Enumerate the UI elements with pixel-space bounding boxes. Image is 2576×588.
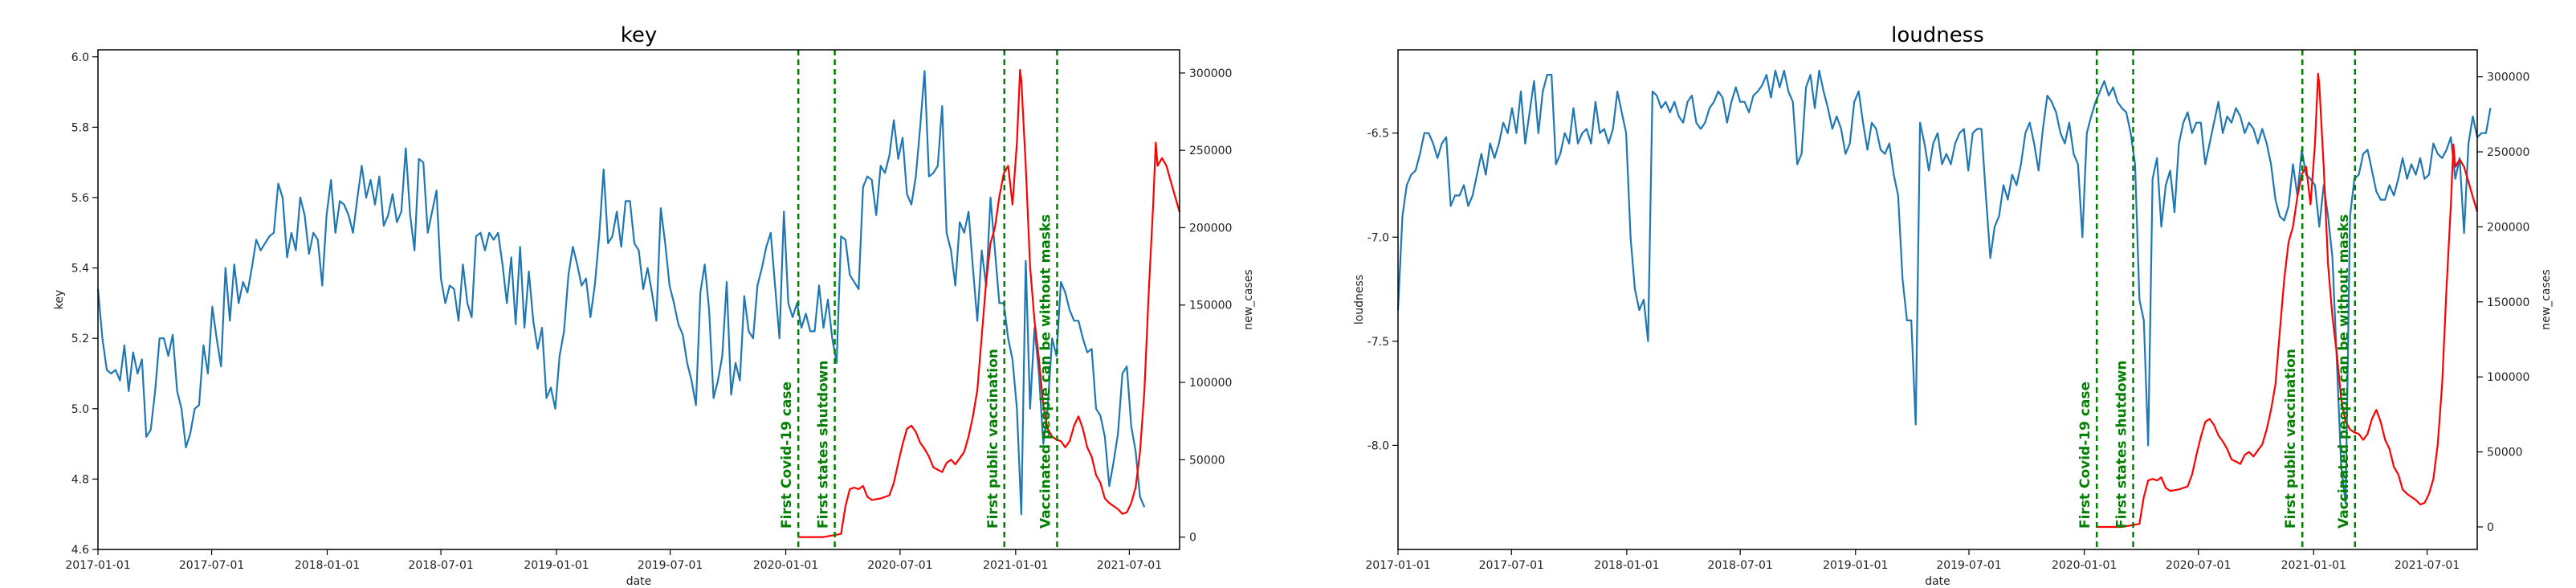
- chart-1: key First Covid-19 case First states shutd…: [53, 23, 1255, 588]
- y2-tick-label: 0: [2487, 521, 2494, 534]
- y2-axis-label: new_cases: [1242, 269, 1255, 329]
- x-tick-label: 2021-07-01: [1097, 559, 1162, 572]
- x-tick-label: 2020-01-01: [753, 559, 818, 572]
- y2-tick-label: 50000: [2487, 447, 2523, 459]
- series-line-new-cases: [2097, 72, 2479, 529]
- x-tick-label: 2017-01-01: [65, 559, 130, 572]
- x-tick-label: 2019-01-01: [524, 559, 589, 572]
- x-tick-label: 2018-01-01: [1594, 559, 1659, 572]
- y-axis-label: key: [53, 290, 66, 310]
- plot-frame: [97, 49, 1180, 550]
- event-label: Vaccinated people can be without masks: [1037, 214, 1054, 529]
- y2-tick-label: 200000: [2487, 221, 2529, 234]
- y-tick-label: 5.0: [71, 403, 89, 416]
- event-label: Vaccinated people can be without masks: [2336, 214, 2352, 529]
- y-tick-label: 4.6: [71, 544, 89, 557]
- x-tick-label: 2020-07-01: [2166, 559, 2231, 572]
- series-line-new-cases: [798, 68, 1181, 538]
- y2-tick-label: 250000: [1189, 145, 1232, 157]
- series-line-key: [96, 70, 1146, 516]
- y-tick-label: -8.0: [1367, 439, 1389, 452]
- series-line-loudness: [1396, 69, 2492, 505]
- x-tick-label: 2017-07-01: [1479, 559, 1544, 572]
- chart-title: key: [621, 23, 658, 47]
- y2-tick-label: 0: [1189, 532, 1196, 545]
- y2-tick-label: 200000: [1189, 222, 1232, 235]
- y-tick-label: 5.2: [71, 333, 89, 345]
- event-label: First states shutdown: [2114, 360, 2130, 529]
- x-tick-label: 2019-01-01: [1823, 559, 1888, 572]
- y-tick-label: -7.5: [1367, 336, 1389, 349]
- y2-tick-label: 100000: [1189, 377, 1232, 390]
- y-tick-label: 5.8: [71, 121, 89, 134]
- x-tick-label: 2017-07-01: [179, 559, 244, 572]
- x-tick-label: 2021-01-01: [2281, 559, 2346, 572]
- x-tick-label: 2018-07-01: [1707, 559, 1772, 572]
- y-tick-label: 4.8: [71, 473, 89, 486]
- x-axis-label: date: [1925, 575, 1950, 588]
- y2-axis-label: new_cases: [2540, 269, 2553, 329]
- y2-tick-label: 250000: [2487, 146, 2529, 159]
- y2-tick-label: 100000: [2487, 371, 2529, 384]
- y-tick-label: 5.4: [71, 263, 89, 276]
- x-tick-label: 2021-07-01: [2395, 559, 2460, 572]
- y2-tick-label: 300000: [1189, 67, 1232, 80]
- x-tick-label: 2021-01-01: [983, 559, 1048, 572]
- y-tick-label: -7.0: [1367, 231, 1389, 244]
- x-tick-label: 2020-01-01: [2052, 559, 2117, 572]
- chart-title: loudness: [1891, 23, 1984, 47]
- y2-tick-label: 150000: [2487, 296, 2529, 309]
- y-tick-label: 5.6: [71, 192, 89, 205]
- y-axis-label: loudness: [1353, 275, 1366, 325]
- y2-tick-label: 300000: [2487, 71, 2529, 84]
- y2-tick-label: 50000: [1189, 454, 1225, 467]
- event-label: First public vaccination: [2283, 349, 2299, 529]
- event-label: First Covid-19 case: [779, 382, 795, 529]
- y-tick-label: 6.0: [71, 51, 89, 64]
- x-tick-label: 2017-01-01: [1365, 559, 1430, 572]
- x-tick-label: 2018-07-01: [408, 559, 473, 572]
- x-tick-label: 2019-07-01: [1936, 559, 2001, 572]
- event-label: First Covid-19 case: [2077, 382, 2093, 529]
- x-tick-label: 2020-07-01: [867, 559, 932, 572]
- x-tick-label: 2019-07-01: [638, 559, 703, 572]
- event-label: First public vaccination: [985, 349, 1001, 529]
- plot-frame: [1397, 49, 2478, 550]
- event-label: First states shutdown: [816, 360, 832, 529]
- y-tick-label: -6.5: [1367, 128, 1389, 141]
- y2-tick-label: 150000: [1189, 300, 1232, 312]
- x-axis-label: date: [626, 575, 652, 588]
- chart-2: loudness First Covid-19 case First states …: [1353, 23, 2553, 588]
- x-tick-label: 2018-01-01: [295, 559, 360, 572]
